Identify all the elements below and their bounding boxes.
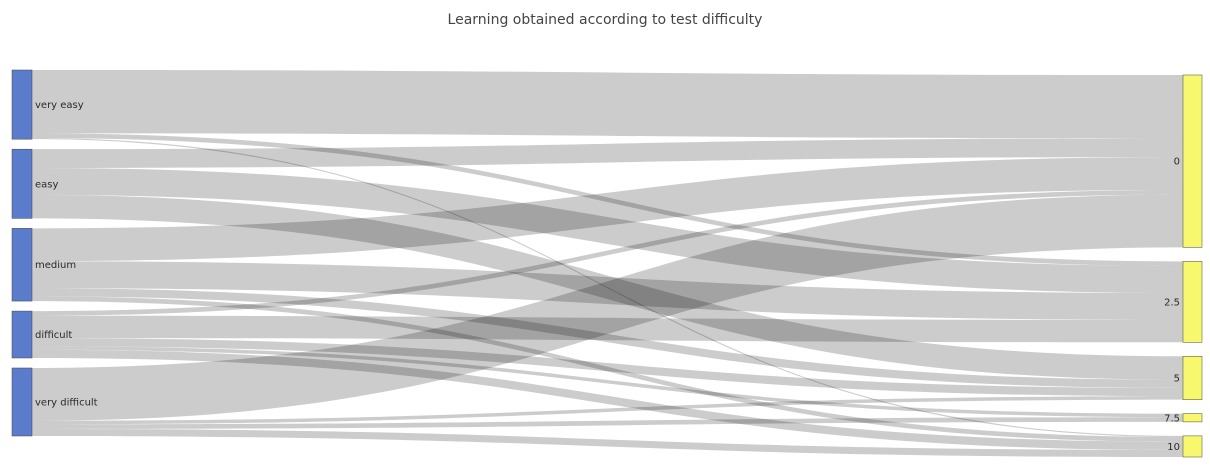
link-very-easy-to-2-5[interactable] <box>32 133 1183 267</box>
node-difficult[interactable] <box>11 310 33 359</box>
node-medium[interactable] <box>11 228 33 302</box>
link-very-difficult-to-10[interactable] <box>32 428 1183 457</box>
node-label-10: 10 <box>1167 442 1180 453</box>
link-difficult-to-2-5[interactable] <box>32 315 1183 343</box>
link-easy-to-0[interactable] <box>32 138 1183 168</box>
node-very-easy[interactable] <box>11 69 33 140</box>
node-label-very-easy: very easy <box>35 100 84 111</box>
link-medium-to-10[interactable] <box>32 296 1183 442</box>
link-medium-to-2-5[interactable] <box>32 261 1183 321</box>
link-difficult-to-0[interactable] <box>32 189 1183 316</box>
link-difficult-to-7-5[interactable] <box>32 346 1183 418</box>
link-easy-to-2-5[interactable] <box>32 167 1183 294</box>
node-label-easy: easy <box>35 179 58 190</box>
node-label-5: 5 <box>1174 373 1180 384</box>
link-very-easy-to-0[interactable] <box>32 70 1183 139</box>
node-easy[interactable] <box>11 148 33 219</box>
node-10[interactable] <box>1182 435 1203 458</box>
links-layer <box>32 70 1183 457</box>
link-difficult-to-10[interactable] <box>32 349 1183 450</box>
node-0[interactable] <box>1182 74 1203 248</box>
node-label-7-5: 7.5 <box>1164 413 1180 424</box>
link-very-difficult-to-5[interactable] <box>32 396 1183 425</box>
node-label-medium: medium <box>35 260 76 271</box>
node-7-5[interactable] <box>1182 413 1203 423</box>
node-label-0: 0 <box>1174 157 1180 168</box>
link-very-easy-to-10[interactable] <box>32 138 1183 438</box>
node-label-difficult: difficult <box>35 330 72 341</box>
node-label-very-difficult: very difficult <box>35 397 98 408</box>
nodes-layer <box>11 69 1203 458</box>
link-very-difficult-to-7-5[interactable] <box>32 417 1183 429</box>
node-label-2-5: 2.5 <box>1164 297 1180 308</box>
link-easy-to-5[interactable] <box>32 194 1183 380</box>
labels-layer: very easy easy medium difficult very difficu… <box>35 100 1180 453</box>
node-5[interactable] <box>1182 356 1203 400</box>
node-2-5[interactable] <box>1182 261 1203 343</box>
link-difficult-to-5[interactable] <box>32 338 1183 397</box>
link-medium-to-0[interactable] <box>32 157 1183 262</box>
node-very-difficult[interactable] <box>11 367 33 437</box>
chart-title: Learning obtained according to test diff… <box>448 12 763 28</box>
link-medium-to-5[interactable] <box>32 288 1183 388</box>
link-very-difficult-to-0[interactable] <box>32 194 1183 421</box>
